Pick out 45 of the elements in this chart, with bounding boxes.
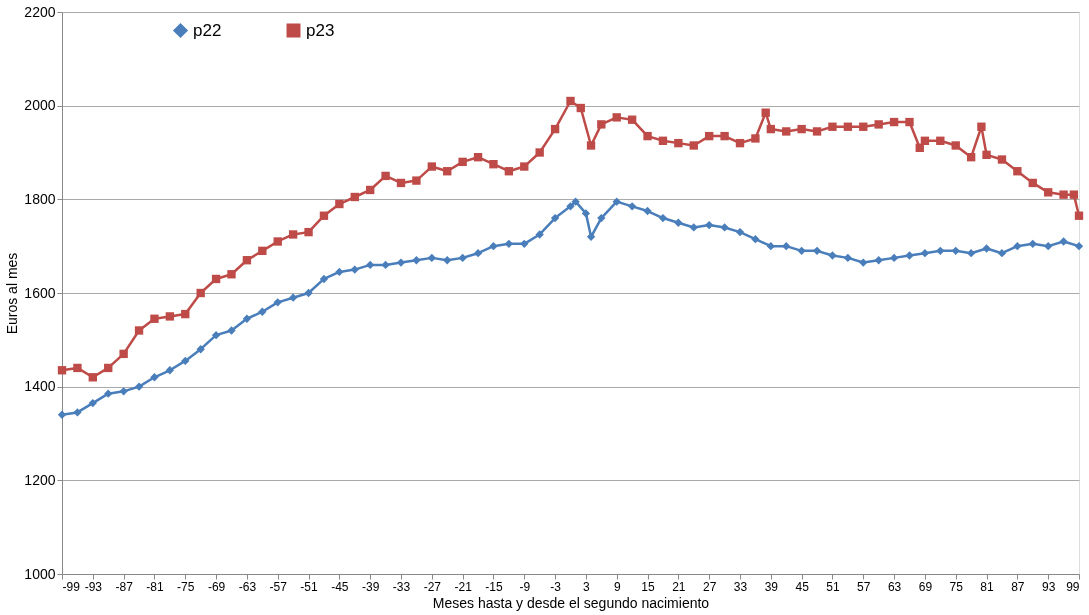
x-tick-label: 63 [887, 579, 902, 594]
x-tick-label: 69 [918, 579, 933, 594]
x-tick-label: -15 [485, 579, 503, 594]
x-tick-label: -9 [519, 579, 531, 594]
y-tick-label: 1400 [24, 378, 56, 395]
x-tick-label: 27 [703, 579, 717, 594]
x-tick-label: -33 [392, 579, 411, 594]
x-tick-label: 39 [764, 579, 779, 594]
x-tick-label: -69 [207, 579, 226, 594]
x-tick-label: -45 [331, 579, 349, 594]
x-tick-label: -87 [115, 579, 134, 594]
x-axis-title: Meses hasta y desde el segundo nacimiento [432, 594, 710, 611]
y-tick-label: 1000 [24, 565, 56, 582]
x-tick-label: -99 [62, 579, 81, 594]
x-tick-label: 93 [1042, 579, 1056, 594]
legend-label: p23 [306, 20, 335, 40]
x-tick-label: -93 [84, 579, 103, 594]
y-tick-label: 1200 [24, 471, 56, 488]
x-tick-label: -81 [146, 579, 164, 594]
x-tick-label: 75 [949, 579, 964, 594]
y-axis-title: Euros al mes [4, 252, 21, 335]
y-tick-label: 2200 [24, 3, 56, 20]
x-tick-label: 87 [1011, 579, 1025, 594]
legend-label: p22 [193, 20, 222, 40]
y-tick-label: 1800 [24, 190, 56, 207]
x-tick-label: -63 [238, 579, 257, 594]
x-tick-label: 3 [583, 579, 591, 594]
x-tick-label: -3 [550, 579, 562, 594]
x-tick-label: 57 [857, 579, 871, 594]
x-tick-label: 51 [826, 579, 840, 594]
x-tick-label: -27 [423, 579, 442, 594]
x-tick-label: 15 [641, 579, 656, 594]
y-tick-label: 1600 [24, 284, 56, 301]
x-tick-label: -39 [362, 579, 380, 594]
x-tick-label: -57 [269, 579, 288, 594]
x-tick-label: -21 [454, 579, 473, 594]
x-tick-label: 21 [672, 579, 686, 594]
x-tick-label: 9 [613, 579, 621, 594]
x-tick-label: -51 [300, 579, 319, 594]
x-tick-label: -75 [177, 579, 195, 594]
y-tick-label: 2000 [24, 97, 56, 114]
x-tick-label: 45 [795, 579, 810, 594]
x-tick-label: 33 [733, 579, 748, 594]
x-tick-label: 81 [980, 579, 995, 594]
x-tick-label: 99 [1066, 579, 1080, 594]
